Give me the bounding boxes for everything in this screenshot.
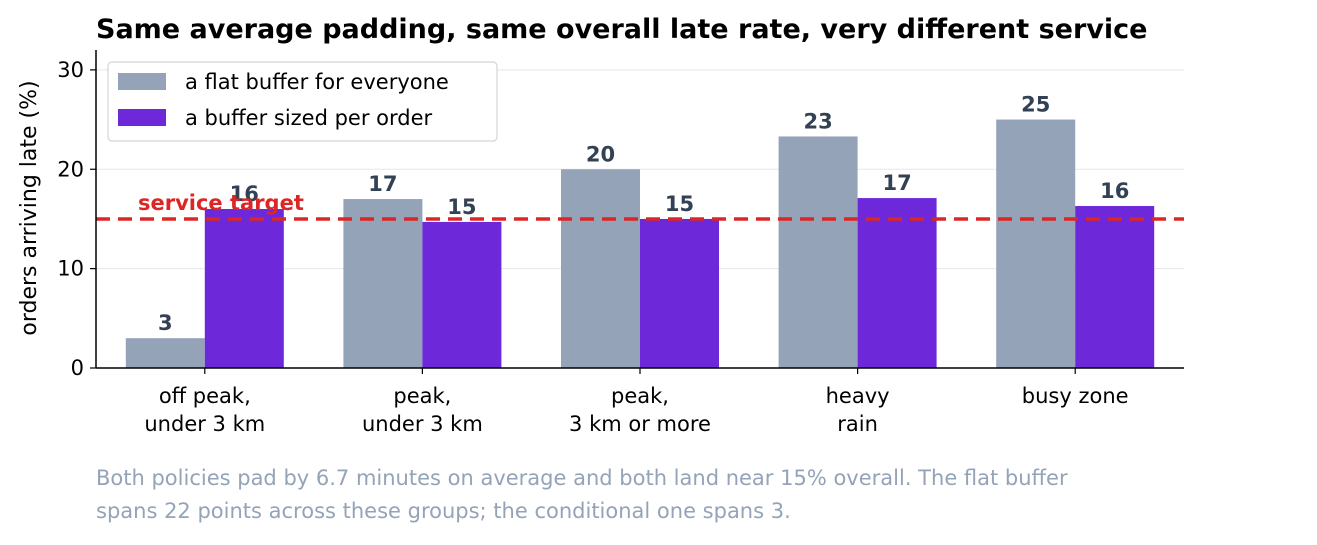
bar — [640, 218, 719, 368]
legend-label: a flat buffer for everyone — [185, 70, 449, 94]
x-tick-label: heavy — [826, 384, 890, 408]
x-tick-label: peak, — [393, 384, 451, 408]
caption: Both policies pad by 6.7 minutes on aver… — [96, 462, 1276, 528]
x-tick-label: 3 km or more — [569, 412, 711, 436]
value-label: 17 — [368, 172, 397, 196]
x-tick-label: under 3 km — [144, 412, 265, 436]
value-label: 20 — [586, 142, 615, 166]
reference-line-label: service target — [138, 191, 304, 215]
value-label: 3 — [158, 311, 173, 335]
y-tick-label: 20 — [57, 157, 84, 181]
chart-title: Same average padding, same overall late … — [96, 14, 1147, 45]
y-tick-label: 30 — [57, 58, 84, 82]
bar — [778, 136, 858, 368]
value-label: 15 — [447, 195, 476, 219]
bar — [422, 221, 502, 368]
x-tick-label: off peak, — [159, 384, 251, 408]
legend: a flat buffer for everyone a buffer sized… — [107, 61, 498, 142]
bar — [561, 169, 640, 368]
bar — [343, 199, 423, 368]
x-tick-label: rain — [837, 412, 878, 436]
y-axis-label: orders arriving late (%) — [17, 80, 42, 335]
y-tick-label: 0 — [71, 356, 84, 380]
bar — [204, 209, 284, 368]
bar — [125, 338, 205, 368]
reference-line-group: service target — [96, 191, 1184, 221]
legend-frame — [107, 61, 498, 142]
bar-chart: Same average padding, same overall late … — [17, 14, 1184, 436]
caption-line: Both policies pad by 6.7 minutes on aver… — [96, 466, 1068, 490]
axes: off peak, under 3 km peak, under 3 km peak, 3… — [57, 50, 1184, 436]
value-label: 15 — [665, 192, 694, 216]
value-label: 23 — [803, 109, 832, 133]
caption-line: spans 22 points across these groups; the… — [96, 499, 791, 523]
legend-swatch — [118, 73, 166, 90]
value-label: 16 — [1100, 179, 1129, 203]
x-tick-label: peak, — [611, 384, 669, 408]
bar — [857, 198, 937, 368]
bar — [996, 119, 1076, 368]
x-tick-label: busy zone — [1022, 384, 1129, 408]
x-tick-label: under 3 km — [362, 412, 483, 436]
y-tick-label: 10 — [57, 257, 84, 281]
legend-label: a buffer sized per order — [185, 106, 433, 130]
bars: 3 16 17 15 20 15 23 17 25 16 — [125, 93, 1155, 368]
value-label: 25 — [1021, 93, 1050, 117]
value-label: 17 — [882, 171, 911, 195]
value-label: 16 — [230, 182, 259, 206]
legend-swatch — [118, 109, 166, 126]
bar — [1075, 206, 1155, 368]
